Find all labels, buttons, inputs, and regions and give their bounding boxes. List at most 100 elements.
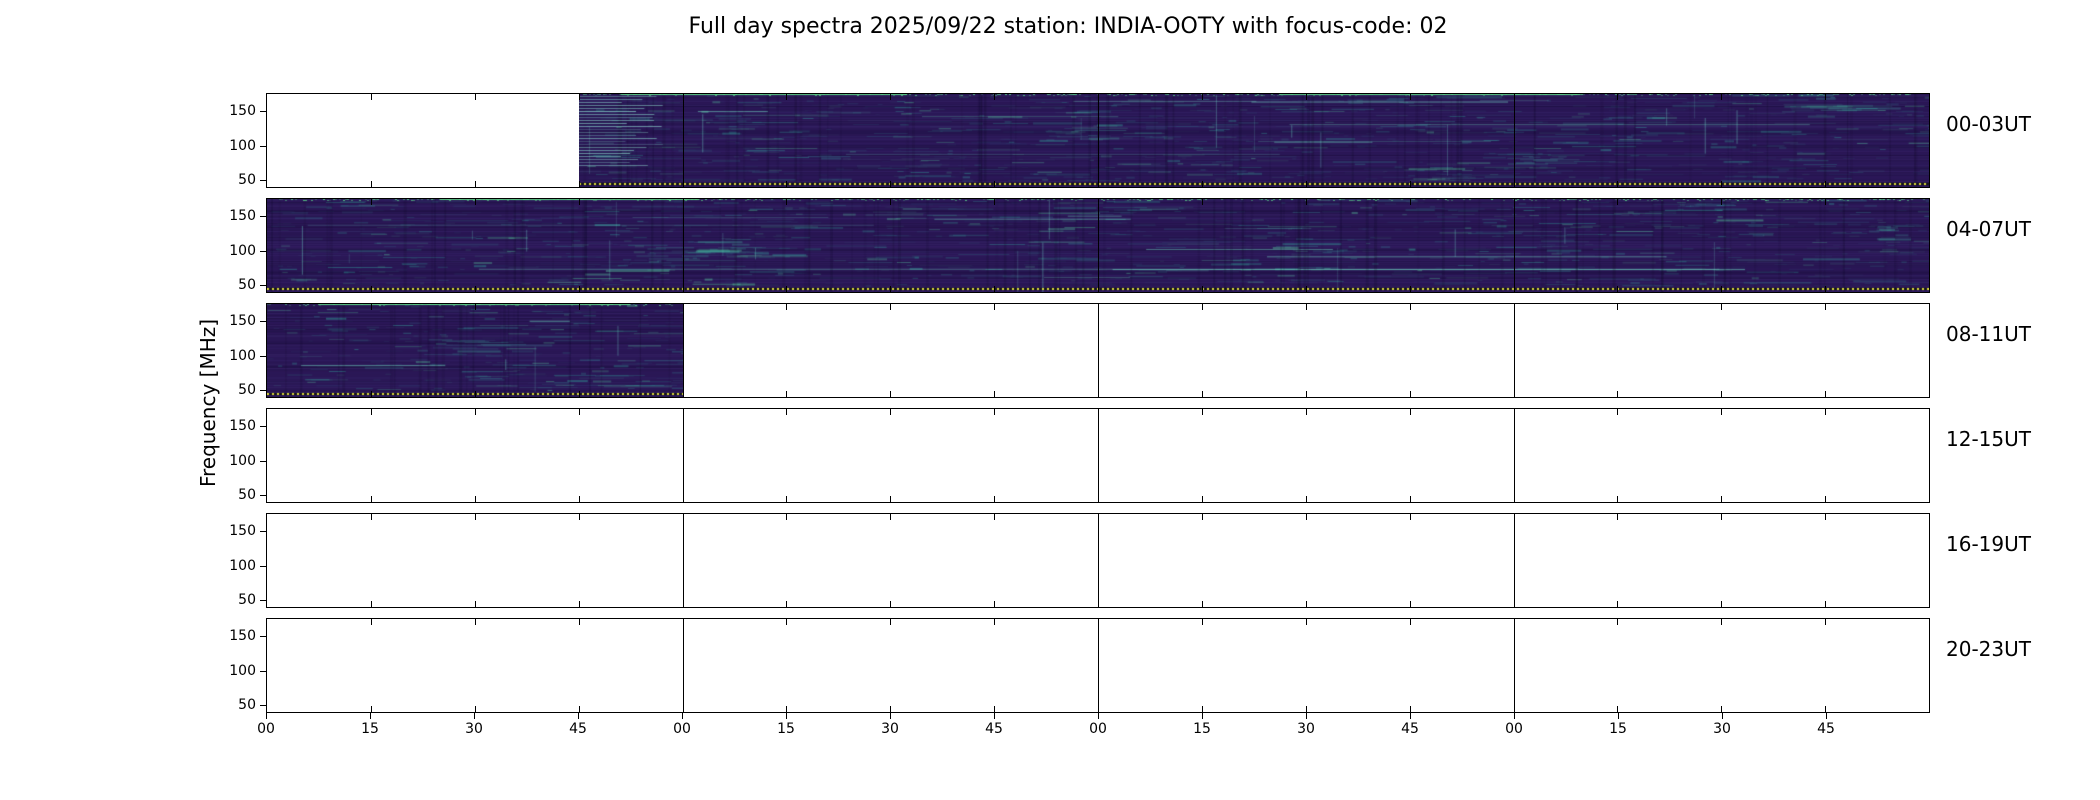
minor-tick [994, 409, 995, 415]
minor-tick [890, 199, 891, 205]
minor-tick [994, 94, 995, 100]
minor-tick [1410, 199, 1411, 205]
minor-tick [1617, 181, 1618, 187]
y-tick-mark [260, 390, 266, 391]
minor-tick [994, 706, 995, 712]
minor-tick [890, 496, 891, 502]
y-tick-label: 150 [229, 523, 256, 539]
minor-tick [579, 514, 580, 520]
minor-tick [1410, 409, 1411, 415]
hour-divider [682, 94, 684, 187]
minor-tick [475, 181, 476, 187]
y-tick-label: 100 [229, 663, 256, 679]
minor-tick [786, 391, 787, 397]
x-tick-mark [1722, 713, 1723, 719]
minor-tick [371, 514, 372, 520]
y-tick-mark [260, 180, 266, 181]
minor-tick [579, 391, 580, 397]
y-tick-label: 50 [238, 487, 256, 503]
x-tick-label: 30 [881, 721, 899, 737]
x-tick-label: 00 [1089, 721, 1107, 737]
minor-tick [1825, 94, 1826, 100]
minor-tick [890, 619, 891, 625]
minor-tick [1306, 199, 1307, 205]
hour-divider [1513, 409, 1515, 502]
x-tick-mark [474, 713, 475, 719]
minor-tick [1825, 601, 1826, 607]
minor-tick [579, 496, 580, 502]
y-tick-mark [260, 531, 266, 532]
x-tick-label: 00 [1505, 721, 1523, 737]
spectro-row-00-03 [266, 93, 1930, 188]
y-tick-label: 100 [229, 138, 256, 154]
y-tick-mark [260, 600, 266, 601]
x-tick-label: 30 [1713, 721, 1731, 737]
minor-tick [475, 94, 476, 100]
y-tick-mark [260, 426, 266, 427]
minor-tick [890, 706, 891, 712]
row-label-16-19ut: 16-19UT [1946, 532, 2031, 556]
minor-tick [1202, 514, 1203, 520]
y-tick-mark [260, 566, 266, 567]
y-tick-label: 150 [229, 208, 256, 224]
x-tick-mark [266, 713, 267, 719]
hour-divider [1097, 409, 1099, 502]
minor-tick [786, 601, 787, 607]
minor-tick [1825, 304, 1826, 310]
minor-tick [1202, 304, 1203, 310]
minor-tick [1825, 286, 1826, 292]
x-tick-mark [994, 713, 995, 719]
hour-divider [1513, 304, 1515, 397]
minor-tick [1202, 94, 1203, 100]
y-tick-mark [260, 321, 266, 322]
row-label-08-11ut: 08-11UT [1946, 322, 2031, 346]
y-tick-mark [260, 285, 266, 286]
minor-tick [579, 286, 580, 292]
minor-tick [1825, 181, 1826, 187]
minor-tick [475, 391, 476, 397]
y-tick-mark [260, 251, 266, 252]
minor-tick [371, 304, 372, 310]
minor-tick [371, 94, 372, 100]
minor-tick [994, 199, 995, 205]
y-tick-label: 150 [229, 628, 256, 644]
x-tick-mark [578, 713, 579, 719]
minor-tick [579, 601, 580, 607]
hour-divider [1097, 304, 1099, 397]
minor-tick [1306, 304, 1307, 310]
minor-tick [1202, 619, 1203, 625]
y-tick-mark [260, 495, 266, 496]
y-tick-mark [260, 111, 266, 112]
minor-tick [579, 181, 580, 187]
minor-tick [786, 181, 787, 187]
minor-tick [579, 199, 580, 205]
row-label-20-23ut: 20-23UT [1946, 637, 2031, 661]
x-tick-label: 45 [569, 721, 587, 737]
minor-tick [1825, 706, 1826, 712]
minor-tick [1721, 391, 1722, 397]
minor-tick [1306, 496, 1307, 502]
minor-tick [1410, 391, 1411, 397]
minor-tick [786, 706, 787, 712]
row-label-04-07ut: 04-07UT [1946, 217, 2031, 241]
minor-tick [1721, 181, 1722, 187]
x-tick-mark [1410, 713, 1411, 719]
x-tick-mark [1098, 713, 1099, 719]
hour-divider [682, 304, 684, 397]
hour-divider [1513, 619, 1515, 712]
minor-tick [1410, 181, 1411, 187]
y-tick-label: 100 [229, 243, 256, 259]
minor-tick [1617, 94, 1618, 100]
minor-tick [890, 94, 891, 100]
minor-tick [1825, 391, 1826, 397]
x-tick-label: 30 [465, 721, 483, 737]
minor-tick [1721, 514, 1722, 520]
hour-divider [1513, 514, 1515, 607]
minor-tick [786, 409, 787, 415]
minor-tick [1306, 286, 1307, 292]
minor-tick [371, 496, 372, 502]
y-tick-label: 50 [238, 697, 256, 713]
x-tick-mark [1202, 713, 1203, 719]
